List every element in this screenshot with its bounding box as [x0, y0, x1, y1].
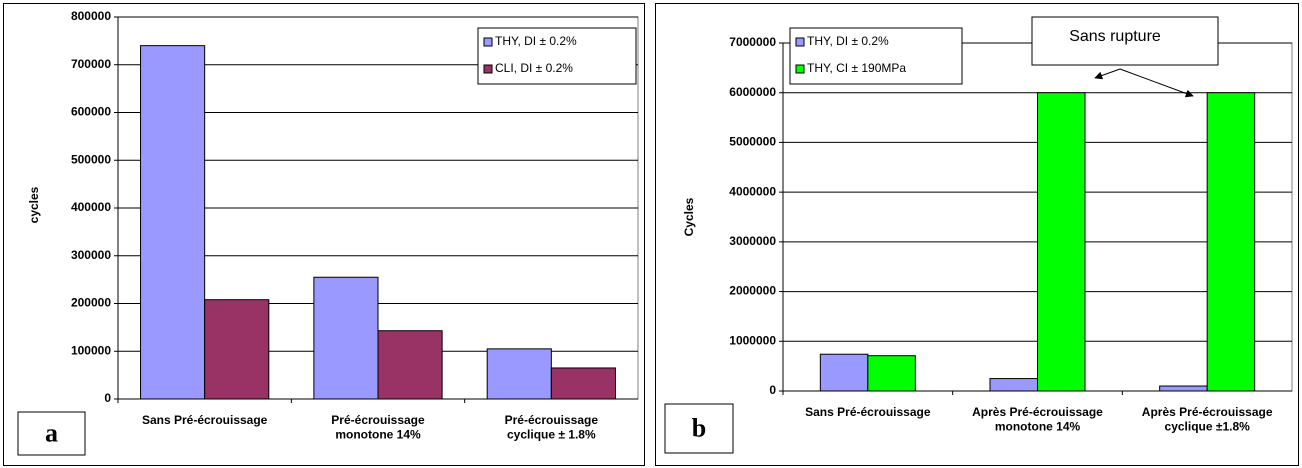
y-tick-label: 500000 — [71, 152, 111, 166]
x-tick-label: Sans Pré-écrouissage — [805, 405, 931, 419]
bar — [1159, 385, 1208, 392]
annotation-box — [1031, 16, 1219, 66]
legend-swatch — [795, 64, 805, 74]
y-tick-label: 4000000 — [729, 184, 776, 198]
annotation-arrow — [1119, 68, 1194, 98]
legend-label: THY, CI ± 190MPa — [807, 61, 906, 75]
bar — [1206, 92, 1256, 392]
y-axis-label: cycles — [27, 186, 41, 223]
bar — [313, 276, 379, 400]
y-tick-label: 0 — [769, 383, 776, 397]
bar — [989, 378, 1039, 392]
legend-swatch — [483, 64, 493, 74]
x-tick-label: Après Pré-écrouissage monotone 14% — [972, 405, 1103, 433]
y-tick-label: 600000 — [71, 105, 111, 119]
y-tick-label: 3000000 — [729, 234, 776, 248]
legend-box — [477, 27, 637, 85]
annotation-arrow — [1094, 68, 1121, 80]
x-tick-label: Après Pré-écrouissage cyclique ±1.8% — [1142, 405, 1273, 433]
legend-swatch — [483, 37, 493, 47]
bar — [550, 367, 616, 400]
bar — [204, 299, 270, 400]
y-tick-label: 400000 — [71, 200, 111, 214]
bar — [819, 353, 869, 392]
y-tick-label: 100000 — [71, 343, 111, 357]
x-tick-label: Pré-écrouissage monotone 14% — [331, 413, 425, 441]
y-tick-label: 5000000 — [729, 135, 776, 149]
y-tick-label: 700000 — [71, 57, 111, 71]
annotation: Sans rupture — [1069, 28, 1161, 45]
panel-label: b — [692, 413, 706, 442]
y-tick-label: 200000 — [71, 296, 111, 310]
y-tick-label: 1000000 — [729, 333, 776, 347]
legend-box — [789, 27, 963, 85]
bar — [486, 348, 552, 400]
y-tick-label: 300000 — [71, 248, 111, 262]
legend-swatch — [795, 37, 805, 47]
y-tick-label: 2000000 — [729, 284, 776, 298]
panel-label-box — [664, 403, 734, 454]
y-tick-label: 6000000 — [729, 85, 776, 99]
bar — [377, 330, 443, 400]
y-tick-label: 0 — [104, 391, 111, 405]
legend-label: THY, DI ± 0.2% — [495, 34, 577, 48]
legend-label: CLI, DI ± 0.2% — [495, 61, 573, 75]
panel-label-box — [17, 411, 86, 456]
bar — [867, 355, 916, 392]
x-tick-label: Sans Pré-écrouissage — [142, 413, 268, 427]
bar — [1037, 92, 1086, 392]
panel-label: a — [45, 418, 58, 447]
legend-label: THY, DI ± 0.2% — [807, 34, 889, 48]
x-tick-label: Pré-écrouissage cyclique ± 1.8% — [505, 413, 599, 441]
y-axis-label: Cycles — [682, 197, 696, 236]
y-tick-label: 800000 — [71, 9, 111, 23]
y-tick-label: 7000000 — [729, 35, 776, 49]
bar — [140, 45, 206, 400]
